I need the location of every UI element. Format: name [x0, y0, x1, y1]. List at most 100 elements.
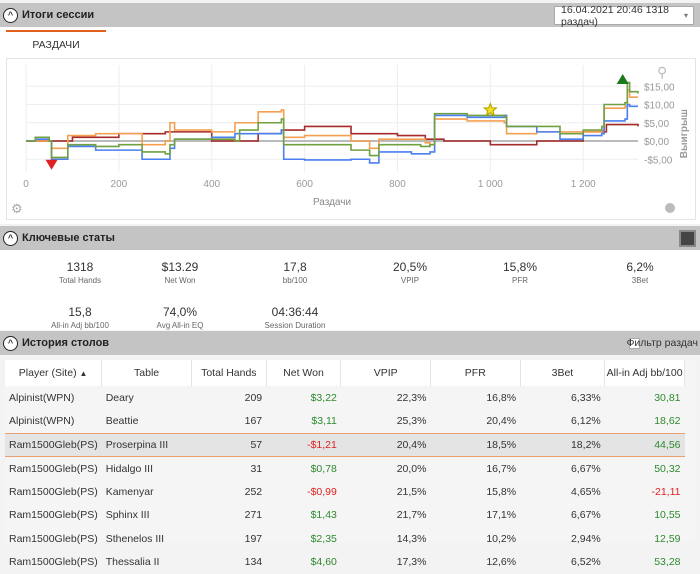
table-cell: Kamenyar	[102, 480, 192, 504]
table-cell: 31	[191, 457, 266, 481]
section-title: Итоги сессии	[22, 9, 94, 21]
table-cell: 10,55	[605, 504, 685, 528]
table-cell: Deary	[102, 386, 192, 410]
column-label: VPIP	[374, 367, 398, 379]
collapse-icon[interactable]: ^	[3, 8, 18, 23]
x-tick-label: 400	[203, 179, 220, 190]
session-selector[interactable]: 16.04.2021 20:46 1318 раздач)▾	[554, 6, 694, 25]
column-header[interactable]: VPIP	[341, 360, 431, 386]
y-axis-label: Выигрыш	[679, 109, 690, 158]
x-tick-label: 600	[296, 179, 313, 190]
table-cell: $0,78	[266, 457, 341, 481]
stat-value: 17,8	[245, 260, 345, 274]
table-cell: Beattie	[102, 410, 192, 434]
column-header[interactable]: PFR	[430, 360, 520, 386]
table-cell: 134	[191, 551, 266, 574]
stat-label: Session Duration	[245, 321, 345, 330]
column-header[interactable]: Table	[102, 360, 192, 386]
stat-value: 15,8	[30, 305, 130, 319]
table-cell: Alpinist(WPN)	[5, 386, 102, 410]
table-cell: Ram1500Gleb(PS)	[5, 527, 102, 551]
table-cell: 50,32	[605, 457, 685, 481]
x-tick-label: 800	[389, 179, 406, 190]
y-tick-label: $10,00	[644, 101, 675, 112]
y-tick-label: $15,00	[644, 82, 675, 93]
table-history-header: ^ История столов Фильтр раздач	[0, 331, 700, 355]
table-cell: 2,94%	[520, 527, 605, 551]
stat-label: VPIP	[360, 276, 460, 285]
table-cell: Sphinx III	[102, 504, 192, 528]
table-cell: 15,8%	[430, 480, 520, 504]
table-cell: 10,2%	[430, 527, 520, 551]
table-cell: $1,43	[266, 504, 341, 528]
table-cell: 18,62	[605, 410, 685, 434]
table-cell: Proserpina III	[102, 433, 192, 457]
column-header[interactable]: Net Won	[266, 360, 341, 386]
table-cell: $4,60	[266, 551, 341, 574]
key-stats-header: ^ Ключевые статы	[0, 226, 700, 250]
table-cell: 197	[191, 527, 266, 551]
table-cell: 17,1%	[430, 504, 520, 528]
max-marker	[617, 74, 629, 84]
table-cell: 20,4%	[430, 410, 520, 434]
column-label: Table	[134, 367, 159, 379]
stat-label: All-in Adj bb/100	[30, 321, 130, 330]
table-cell: 20,4%	[341, 433, 431, 457]
column-label: PFR	[465, 367, 486, 379]
table-cell: 53,28	[605, 551, 685, 574]
stat-6: 15,8 All-in Adj bb/100	[30, 305, 130, 330]
column-label: 3Bet	[552, 367, 574, 379]
tab-label: РАЗДАЧИ	[32, 39, 79, 51]
settings-gear-icon[interactable]: ⚙	[11, 201, 23, 216]
column-header[interactable]: All-in Adj bb/100	[605, 360, 685, 386]
column-header[interactable]: 3Bet	[520, 360, 605, 386]
table-cell: 21,7%	[341, 504, 431, 528]
section-title: История столов	[22, 337, 109, 349]
table-cell: Ram1500Gleb(PS)	[5, 480, 102, 504]
collapse-icon[interactable]: ^	[3, 336, 18, 351]
table-cell: 6,67%	[520, 504, 605, 528]
column-header[interactable]: Player (Site) ▲	[5, 360, 102, 386]
stat-value: $13.29	[130, 260, 230, 274]
x-tick-label: 200	[111, 179, 128, 190]
stat-value: 1318	[30, 260, 130, 274]
zoom-icon[interactable]: ⚲	[657, 64, 667, 80]
table-cell: 18,5%	[430, 433, 520, 457]
stat-5: 6,2%3Bet	[590, 260, 690, 285]
tab-hands[interactable]: РАЗДАЧИ	[6, 30, 106, 58]
table-cell: 16,7%	[430, 457, 520, 481]
table-cell: -$1,21	[266, 433, 341, 457]
table-cell: 14,3%	[341, 527, 431, 551]
section-title: Ключевые статы	[22, 232, 115, 244]
info-icon[interactable]	[665, 203, 675, 213]
table-cell: 6,33%	[520, 386, 605, 410]
table-cell: Ram1500Gleb(PS)	[5, 504, 102, 528]
table-cell: $3,22	[266, 386, 341, 410]
table-cell: 12,59	[605, 527, 685, 551]
layout-toggle-icon[interactable]	[679, 230, 696, 247]
table-cell: $3,11	[266, 410, 341, 434]
stat-label: PFR	[470, 276, 570, 285]
collapse-icon[interactable]: ^	[3, 231, 18, 246]
table-cell: 30,81	[605, 386, 685, 410]
table-cell: 22,3%	[341, 386, 431, 410]
table-cell: 18,2%	[520, 433, 605, 457]
x-tick-label: 1 200	[571, 179, 596, 190]
sort-asc-icon[interactable]: ▲	[79, 369, 87, 378]
column-header[interactable]: Total Hands	[191, 360, 266, 386]
stat-label: Net Won	[130, 276, 230, 285]
y-tick-label: -$5,00	[644, 155, 673, 166]
